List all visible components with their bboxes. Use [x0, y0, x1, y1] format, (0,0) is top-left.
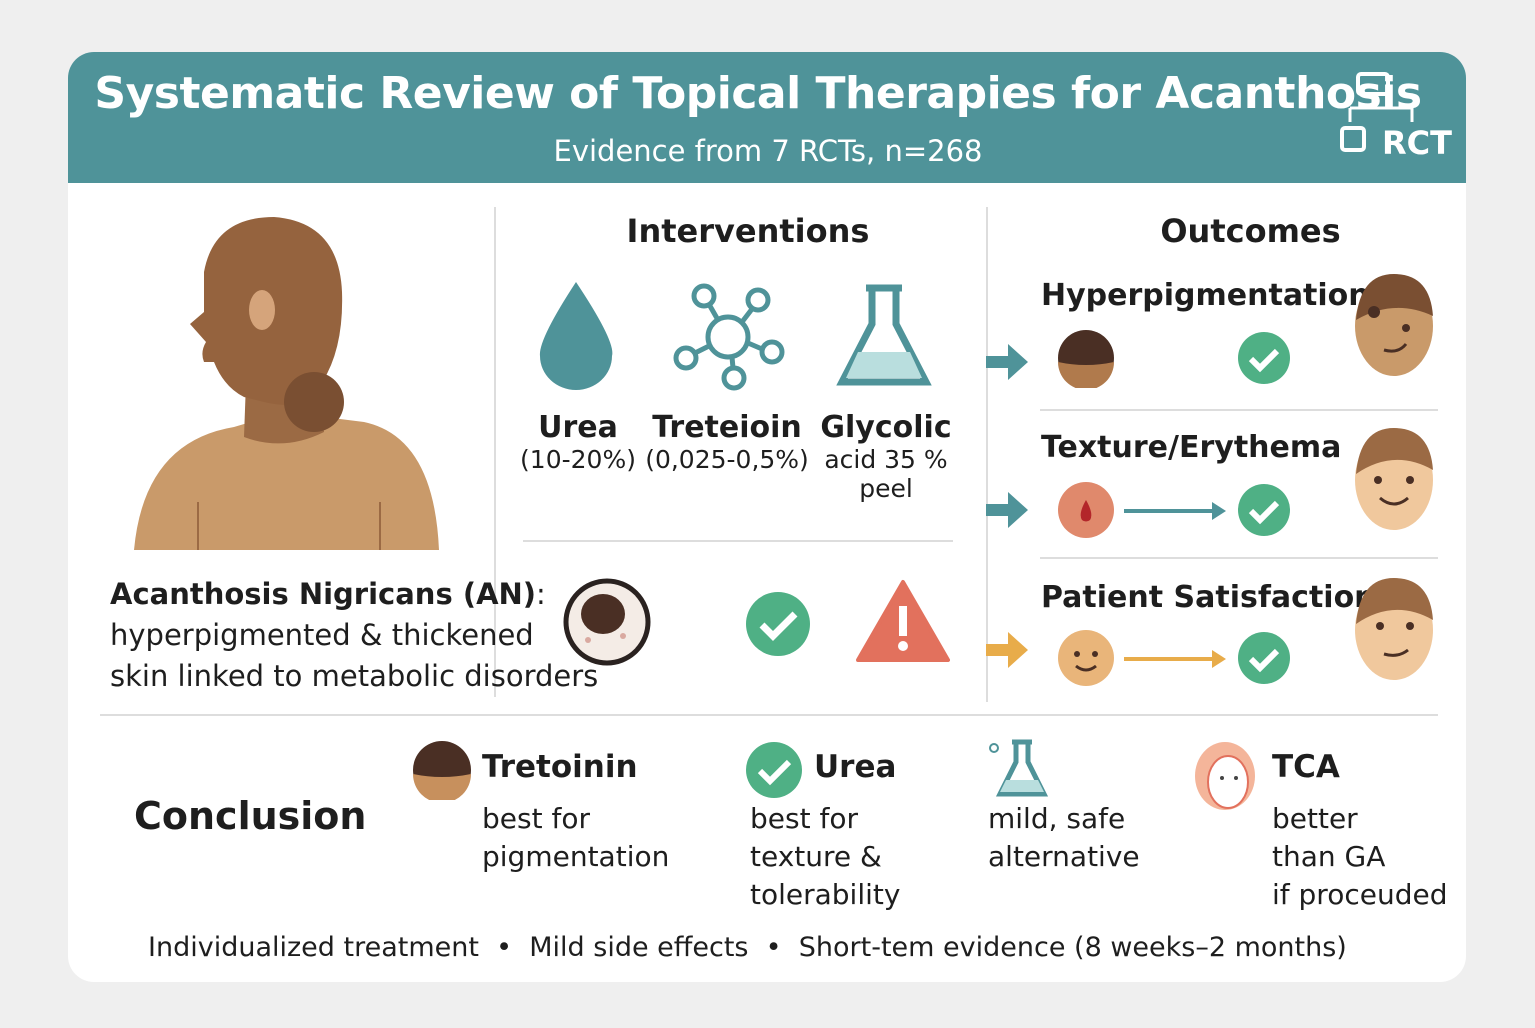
- rct-hierarchy-icon: [1340, 72, 1414, 152]
- pigmented-spot-icon: [1058, 330, 1114, 388]
- page-title: Systematic Review of Topical Therapies f…: [94, 68, 1422, 119]
- check-icon: [1238, 332, 1290, 384]
- header: Systematic Review of Topical Therapies f…: [68, 52, 1466, 183]
- condition-description: Acanthosis Nigricans (AN): hyperpigmente…: [110, 577, 599, 693]
- conclusion-glycolic: mild, safe alternative: [988, 802, 1140, 873]
- smiley-icon: [1058, 630, 1114, 686]
- rct-label: RCT: [1382, 124, 1452, 162]
- divider: [986, 207, 988, 702]
- erythema-spot-icon: [1058, 482, 1114, 538]
- skin-lesion-icon: [563, 578, 651, 666]
- outcomes-heading: Outcomes: [1160, 212, 1341, 250]
- conclusion-tca: TCA better than GA if proceuded: [1272, 749, 1448, 911]
- flask-icon: [989, 739, 1048, 797]
- conclusion-heading: Conclusion: [134, 794, 367, 838]
- face-smooth-icon: [1355, 428, 1433, 530]
- molecule-icon: [673, 283, 785, 391]
- intervention-tretinoin: Treteioin (0,025-0,5%): [645, 410, 809, 474]
- arrow-right-icon: [986, 344, 1028, 380]
- divider: [100, 714, 1438, 716]
- check-icon: [746, 742, 802, 798]
- face-hyperpigmented-icon: [1355, 274, 1433, 376]
- flask-icon: [836, 284, 932, 386]
- arrow-right-icon: [986, 492, 1028, 528]
- conclusion-urea: Urea best for texture & tolerability: [750, 749, 901, 911]
- pigmented-spot-icon: [413, 741, 471, 800]
- check-icon: [1238, 484, 1290, 536]
- person-profile-illustration: [134, 217, 439, 550]
- divider: [494, 207, 496, 697]
- intervention-glycolic: Glycolic acid 35 % peel: [820, 410, 952, 503]
- warning-icon: [856, 580, 950, 662]
- interventions-heading: Interventions: [626, 212, 870, 250]
- footer-summary: Individualized treatment • Mild side eff…: [148, 932, 1347, 963]
- conclusion-tretinoin: Tretoinin best for pigmentation: [482, 749, 670, 873]
- intervention-urea: Urea (10-20%): [520, 410, 636, 474]
- outcome-hyperpigmentation-label: Hyperpigmentation: [1041, 278, 1370, 313]
- divider: [1040, 557, 1438, 559]
- arrow-right-icon: [1124, 502, 1226, 520]
- page-subtitle: Evidence from 7 RCTs, n=268: [553, 134, 983, 168]
- arrow-right-icon: [986, 632, 1028, 668]
- face-satisfied-icon: [1355, 578, 1433, 680]
- outcome-satisfaction-label: Patient Satisfaction: [1041, 580, 1376, 615]
- outcome-texture-label: Texture/Erythema: [1041, 430, 1342, 465]
- drop-icon: [539, 282, 613, 390]
- arrow-right-icon: [1124, 650, 1226, 668]
- infographic-card: Systematic Review of Topical Therapies f…: [68, 52, 1466, 982]
- divider: [523, 540, 953, 542]
- check-icon: [1238, 632, 1290, 684]
- check-icon: [746, 592, 810, 656]
- divider: [1040, 409, 1438, 411]
- face-peel-icon: [1195, 742, 1255, 810]
